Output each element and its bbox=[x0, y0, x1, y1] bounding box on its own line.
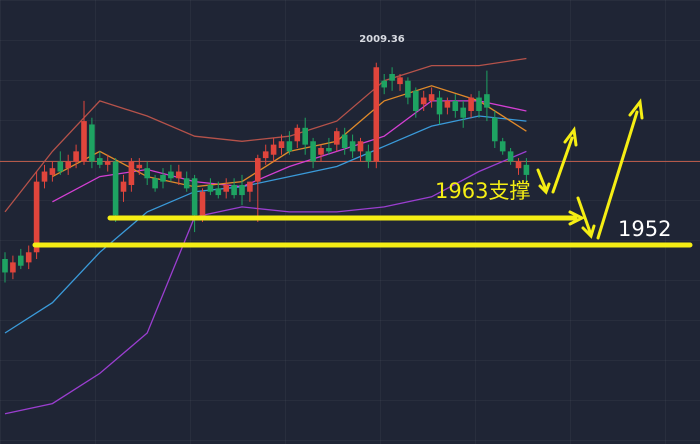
candle-body bbox=[239, 185, 245, 196]
candle-body bbox=[81, 121, 87, 162]
candle-body bbox=[120, 181, 127, 192]
candle-body bbox=[33, 181, 40, 253]
candle-body bbox=[444, 100, 451, 108]
candle-body bbox=[41, 171, 48, 182]
candle-body bbox=[326, 148, 332, 152]
candle-body bbox=[112, 161, 119, 216]
candle-body bbox=[168, 171, 174, 179]
candle-body bbox=[389, 74, 395, 81]
candle-body bbox=[373, 67, 380, 162]
candle-body bbox=[515, 161, 522, 169]
candle-body bbox=[381, 80, 387, 88]
candle-body bbox=[247, 181, 253, 192]
candle-body bbox=[65, 161, 71, 169]
candle-body bbox=[294, 127, 301, 142]
arrow-head bbox=[563, 126, 578, 147]
candle-body bbox=[152, 178, 158, 189]
candle-body bbox=[231, 185, 237, 196]
high-label: 2009.36 bbox=[359, 34, 405, 45]
candle-body bbox=[452, 100, 459, 111]
arrow bbox=[551, 136, 574, 194]
candle-body bbox=[176, 171, 182, 179]
candle-body bbox=[484, 94, 490, 108]
candle-body bbox=[349, 141, 356, 152]
candle-body bbox=[428, 94, 435, 101]
candle-body bbox=[499, 141, 506, 152]
candle-body bbox=[73, 151, 79, 162]
candle-body bbox=[413, 90, 419, 111]
arrow bbox=[576, 196, 592, 234]
candle-body bbox=[18, 255, 24, 266]
candle-body bbox=[302, 127, 308, 145]
candle-body bbox=[357, 141, 364, 152]
candle-body bbox=[128, 161, 135, 185]
candle-body bbox=[10, 262, 16, 273]
candle-body bbox=[89, 124, 95, 162]
candle-body bbox=[405, 80, 411, 98]
indicator-line bbox=[4, 57, 527, 213]
candle-body bbox=[49, 168, 56, 175]
candle-body bbox=[2, 259, 8, 273]
indicator-line bbox=[4, 150, 527, 415]
candle-body bbox=[97, 158, 103, 165]
arrow bbox=[596, 110, 639, 240]
candle-body bbox=[183, 178, 190, 189]
candle-body bbox=[397, 77, 403, 85]
candle-body bbox=[160, 174, 166, 182]
candle-body bbox=[436, 97, 443, 115]
candle-body bbox=[476, 97, 482, 111]
candle-body bbox=[492, 117, 498, 142]
candle-body bbox=[199, 191, 206, 216]
candle-body bbox=[270, 144, 277, 155]
candle-body bbox=[523, 164, 530, 175]
arrow bbox=[536, 168, 548, 192]
arrow-head bbox=[568, 210, 586, 226]
arrow-head bbox=[581, 224, 596, 239]
candle-body bbox=[262, 151, 269, 159]
candle-body bbox=[365, 151, 372, 162]
candle-body bbox=[286, 141, 293, 152]
candle-body bbox=[255, 158, 261, 182]
candle-body bbox=[207, 185, 214, 192]
candle-body bbox=[104, 161, 111, 165]
arrow-head bbox=[628, 98, 644, 120]
candle-body bbox=[420, 97, 427, 105]
candle-body bbox=[507, 151, 514, 162]
arrow-head bbox=[538, 182, 551, 195]
support-label: 1952 bbox=[618, 217, 671, 241]
candle-body bbox=[144, 168, 150, 179]
candle-body bbox=[334, 131, 340, 145]
candle-body bbox=[341, 134, 348, 148]
candle-body bbox=[460, 107, 466, 118]
candle-body bbox=[223, 185, 229, 192]
candle-body bbox=[215, 188, 222, 196]
candle-body bbox=[136, 164, 143, 169]
candle-body bbox=[318, 148, 324, 155]
candle-body bbox=[278, 141, 285, 148]
candle-body bbox=[191, 178, 198, 216]
candle-body bbox=[57, 161, 64, 172]
plot bbox=[0, 57, 700, 415]
candle-body bbox=[25, 252, 32, 263]
annotation-shapes bbox=[32, 98, 693, 248]
candle-body bbox=[468, 97, 474, 111]
support-label: 1963支撑 bbox=[435, 179, 530, 203]
candle-body bbox=[310, 141, 316, 162]
